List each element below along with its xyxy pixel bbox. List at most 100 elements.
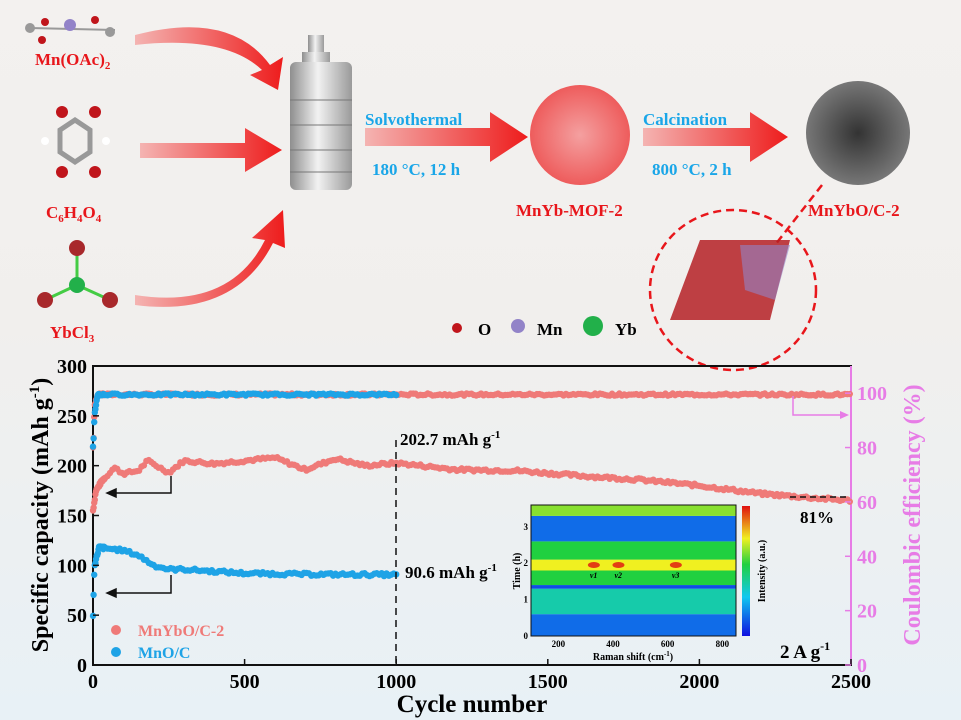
- c6h4o4-molecule: [41, 106, 110, 178]
- x-tick-label: 1500: [528, 671, 568, 693]
- y-tick-label: 150: [57, 506, 87, 528]
- inset-x-tick-label: 200: [552, 639, 566, 649]
- carbon-sphere: [806, 81, 910, 185]
- x-axis-label: Cycle number: [397, 691, 548, 718]
- straight-arrow-middle: [140, 128, 282, 172]
- capacity-point: [90, 591, 97, 599]
- calcination-arrow: [643, 112, 788, 162]
- mnybo-capacity-annotation: 202.7 mAh g-1: [400, 429, 500, 449]
- y2-tick-label: 100: [857, 383, 887, 405]
- series-mnybo: [89, 390, 853, 514]
- svg-text:Mn: Mn: [537, 320, 563, 339]
- capacity-point: [91, 496, 99, 504]
- heatmap-band: [531, 559, 736, 571]
- step1-name: Solvothermal: [365, 110, 463, 129]
- y-tick-label: 50: [67, 605, 87, 627]
- colorbar-label: Intensity (a.u.): [757, 540, 768, 603]
- y-tick-label: 0: [77, 655, 87, 677]
- y2-tick-label: 40: [857, 546, 877, 568]
- heatmap-band: [531, 585, 736, 589]
- raman-inset: ν1 ν2 ν3 Intensity (a.u.) Time (h) Raman s…: [512, 504, 768, 663]
- capacity-point: [91, 571, 98, 578]
- raman-peak: [669, 562, 682, 569]
- x-tick-label: 0: [88, 671, 98, 693]
- heatmap-band: [531, 588, 736, 615]
- legend-label-mnybo: MnYbO/C-2: [138, 623, 224, 640]
- inset-x-tick-label: 800: [716, 639, 730, 649]
- efficiency-point: [846, 390, 853, 398]
- intermediate-label: MnYb-MOF-2: [516, 201, 623, 220]
- curved-arrow-bottom: [135, 210, 285, 307]
- precursor-mn-oac: Mn(OAc)2: [35, 50, 111, 72]
- solvothermal-arrow: [365, 112, 528, 162]
- y-tick-label: 100: [57, 555, 87, 577]
- y2-tick-label: 0: [857, 655, 867, 677]
- peak-label: ν1: [590, 571, 598, 580]
- x-tick-label: 2000: [679, 671, 719, 693]
- autoclave-icon: [290, 35, 352, 190]
- mn-oac-molecule: [25, 16, 116, 44]
- curved-arrow-top: [135, 27, 283, 90]
- svg-text:O: O: [478, 320, 491, 339]
- series-mno: [89, 390, 400, 620]
- legend-marker-mno: [111, 647, 121, 657]
- retention-annotation: 81%: [800, 508, 834, 527]
- inset-y-label: Time (h): [512, 553, 523, 590]
- inset-y-tick-label: 0: [524, 631, 529, 641]
- product-label: MnYbO/C-2: [808, 201, 900, 220]
- step2-name: Calcination: [643, 110, 728, 129]
- step2-condition: 800 °C, 2 h: [652, 160, 732, 179]
- y2-tick-label: 60: [857, 492, 877, 514]
- efficiency-point: [90, 435, 97, 442]
- peak-label: ν2: [614, 571, 622, 580]
- step1-condition: 180 °C, 12 h: [372, 160, 461, 179]
- raman-peak: [612, 562, 625, 569]
- inset-x-label: Raman shift (cm-1): [593, 650, 673, 663]
- y-tick-label: 300: [57, 356, 87, 378]
- inset-y-tick-label: 1: [524, 595, 529, 605]
- heatmap-band: [531, 505, 736, 516]
- atom-legend: O Mn Yb: [452, 316, 637, 339]
- raman-peak: [587, 562, 600, 569]
- inset-frame: [530, 504, 737, 637]
- mof-sphere: [530, 85, 630, 185]
- current-density-label: 2 A g-1: [780, 639, 830, 663]
- legend: MnYbO/C-2 MnO/C: [111, 623, 224, 662]
- inset-x-tick-label: 600: [661, 639, 675, 649]
- y2-axis-label: Coulombic efficiency (%): [900, 384, 926, 645]
- y-axis-label: Specific capacity (mAh g-1): [27, 378, 54, 652]
- legend-marker-mnybo: [111, 625, 121, 635]
- legend-label-mno: MnO/C: [138, 645, 190, 662]
- heatmap-band: [531, 614, 736, 636]
- x-tick-label: 1000: [376, 671, 416, 693]
- x-tick-label: 500: [230, 671, 260, 693]
- mno-capacity-annotation: 90.6 mAh g-1: [405, 562, 497, 582]
- inset-y-tick-label: 3: [524, 522, 529, 532]
- precursor-ybcl3: YbCl3: [50, 323, 95, 345]
- y-tick-label: 200: [57, 456, 87, 478]
- efficiency-point: [91, 418, 98, 426]
- y2-tick-label: 80: [857, 438, 877, 460]
- plot-frame: [92, 365, 852, 666]
- x-tick-label: 2500: [831, 671, 871, 693]
- inset-y-tick-label: 2: [524, 558, 529, 568]
- precursor-c6h4o4: C6H4O4: [46, 203, 102, 225]
- efficiency-point: [393, 391, 400, 399]
- cycling-chart: 0 500 1000 1500 2000 250005010015020025030002…: [27, 356, 926, 718]
- heatmap-band: [531, 570, 736, 586]
- heatmap-band: [531, 515, 736, 542]
- heatmap-band: [531, 541, 736, 560]
- crystal-zoom-circle: [648, 208, 818, 372]
- peak-label: ν3: [672, 571, 680, 580]
- axis-indicator-arrows: [105, 396, 849, 599]
- y2-tick-label: 20: [857, 601, 877, 623]
- y-tick-label: 250: [57, 406, 87, 428]
- inset-x-tick-label: 400: [606, 639, 620, 649]
- svg-text:Yb: Yb: [615, 320, 637, 339]
- colorbar: [742, 506, 750, 636]
- schematic: Mn(OAc)2 C6H4O4 YbCl3 Solvothermal 180 °…: [25, 16, 910, 372]
- ybcl3-molecule: [37, 240, 118, 308]
- capacity-point: [90, 504, 97, 511]
- efficiency-point: [89, 443, 97, 450]
